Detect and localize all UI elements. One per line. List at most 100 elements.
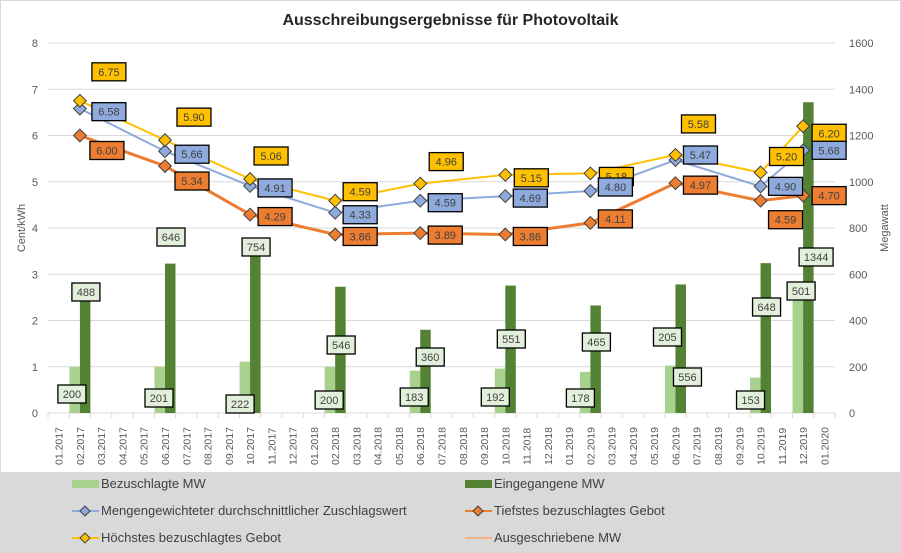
diamond-marker-icon <box>157 158 173 174</box>
x-tick-label: 07.2018 <box>437 427 449 465</box>
data-label-eingegangene-box <box>672 367 703 387</box>
x-tick-label: 08.2018 <box>458 427 470 465</box>
x-tick-label: 09.2018 <box>479 427 491 465</box>
data-label-hoechstes-box <box>253 146 289 166</box>
data-label-bezuschlagte: 200 <box>320 395 338 407</box>
data-label-tiefstes: 6.00 <box>96 146 117 158</box>
data-label-eingegangene-box <box>326 335 356 355</box>
diamond-marker-icon <box>498 167 513 182</box>
x-tick-label: 10.2019 <box>756 427 768 465</box>
x-tick-label: 06.2019 <box>670 427 682 465</box>
bar-eingegangene <box>164 263 176 413</box>
data-label-mittel-box <box>811 140 847 160</box>
x-tick-label: 07.2019 <box>692 427 704 465</box>
diamond-marker-icon <box>668 176 683 191</box>
x-tick-label: 11.2019 <box>777 428 789 465</box>
data-label-tiefstes: 4.11 <box>605 214 626 226</box>
data-label-eingegangene: 465 <box>587 337 605 349</box>
data-label-eingegangene-box <box>156 227 186 247</box>
data-label-hoechstes-box <box>513 168 549 188</box>
data-label-hoechstes-box <box>176 107 212 127</box>
data-label-tiefstes: 3.86 <box>520 231 541 243</box>
data-label-bezuschlagte-box <box>652 327 683 347</box>
data-label-tiefstes: 3.86 <box>349 231 370 243</box>
legend-label: Tiefstes bezuschlagtes Gebot <box>494 503 665 518</box>
data-label-tiefstes-box <box>257 206 293 227</box>
data-label-bezuschlagte: 183 <box>405 392 423 404</box>
data-label-mittel-box <box>767 176 804 197</box>
x-tick-label: 02.2019 <box>585 427 597 465</box>
bar-bezuschlagte <box>324 366 336 413</box>
diamond-marker-icon <box>583 166 598 181</box>
data-label-tiefstes-box <box>427 225 463 245</box>
diamond-marker-icon <box>583 183 598 199</box>
data-label-tiefstes-box <box>767 210 804 230</box>
chart-title: Ausschreibungsergebnisse für Photovoltai… <box>282 12 619 29</box>
data-label-tiefstes: 4.59 <box>775 215 796 227</box>
diamond-marker-icon <box>242 171 258 187</box>
data-label-bezuschlagte-box <box>225 394 255 414</box>
data-label-mittel-box <box>174 144 210 164</box>
x-tick-label: 05.2019 <box>649 427 661 465</box>
legend-item-tiefstes-gebot[interactable]: Tiefstes bezuschlagtes Gebot <box>465 503 665 518</box>
data-label-hoechstes: 5.15 <box>521 173 542 185</box>
x-tick-label: 04.2017 <box>117 427 129 465</box>
data-label-hoechstes: 5.06 <box>260 151 281 163</box>
x-tick-label: 04.2019 <box>628 427 640 465</box>
bar-bezuschlagte <box>239 361 251 413</box>
y-left-tick-label: 1 <box>32 362 38 374</box>
x-tick-label: 10.2018 <box>500 427 512 465</box>
data-label-bezuschlagte: 178 <box>571 393 589 405</box>
data-label-bezuschlagte: 153 <box>741 395 759 407</box>
x-tick-label: 08.2019 <box>713 427 725 465</box>
data-label-mittel-box <box>257 178 293 198</box>
x-tick-label: 06.2017 <box>160 427 172 465</box>
data-label-hoechstes: 5.58 <box>688 119 709 131</box>
x-tick-label: 10.2017 <box>245 427 257 465</box>
diamond-marker-icon <box>72 128 87 143</box>
diamond-marker-icon <box>498 227 513 242</box>
data-label-eingegangene: 360 <box>421 352 439 364</box>
data-label-hoechstes-box <box>428 151 464 172</box>
x-tick-label: 03.2018 <box>351 427 363 465</box>
data-label-bezuschlagte: 205 <box>658 332 676 344</box>
legend-item-bezuschlagte-mw[interactable]: Bezuschlagte MW <box>72 476 206 491</box>
data-label-hoechstes-box <box>768 146 805 167</box>
data-label-bezuschlagte: 200 <box>63 389 81 401</box>
data-label-bezuschlagte-box <box>735 390 766 410</box>
diamond-marker-icon <box>583 215 598 230</box>
diamond-marker-icon <box>498 189 513 204</box>
legend-line-diamond-icon <box>72 504 99 517</box>
data-label-tiefstes-box <box>512 226 548 247</box>
data-label-bezuschlagte: 192 <box>486 392 504 404</box>
legend-label: Mengengewichteter durchschnittlicher Zus… <box>101 503 407 518</box>
y-left-tick-label: 5 <box>32 177 38 189</box>
data-label-eingegangene: 1344 <box>804 252 828 264</box>
legend-line-diamond-icon <box>465 504 492 517</box>
y-right-tick-label: 200 <box>849 362 867 374</box>
bar-eingegangene <box>250 238 261 413</box>
data-label-eingegangene-box <box>241 237 271 257</box>
x-tick-label: 09.2019 <box>734 427 746 465</box>
data-label-bezuschlagte-box <box>480 387 510 407</box>
data-label-bezuschlagte-box <box>144 388 174 408</box>
bar-eingegangene <box>79 300 91 413</box>
diamond-marker-icon <box>796 119 811 134</box>
data-label-eingegangene: 646 <box>162 232 180 244</box>
data-label-mittel: 4.33 <box>349 210 370 222</box>
data-label-tiefstes-box <box>597 209 634 229</box>
x-tick-label: 12.2019 <box>798 427 810 465</box>
x-tick-label: 01.2018 <box>309 427 321 465</box>
legend-item-eingegangene-mw[interactable]: Eingegangene MW <box>465 476 605 491</box>
legend-item-hoechstes-gebot[interactable]: Höchstes bezuschlagtes Gebot <box>72 530 281 545</box>
data-label-eingegangene-box <box>415 347 445 367</box>
diamond-marker-icon <box>72 101 87 116</box>
legend-item-mengengewichteter[interactable]: Mengengewichteter durchschnittlicher Zus… <box>72 503 407 518</box>
data-label-tiefstes: 4.97 <box>690 180 711 192</box>
legend-line-icon <box>465 533 492 543</box>
x-tick-label: 05.2018 <box>394 427 406 465</box>
legend-label: Höchstes bezuschlagtes Gebot <box>101 530 281 545</box>
x-tick-label: 11.2018 <box>522 428 534 465</box>
legend-item-ausgeschriebene-mw[interactable]: Ausgeschriebene MW <box>465 530 621 545</box>
